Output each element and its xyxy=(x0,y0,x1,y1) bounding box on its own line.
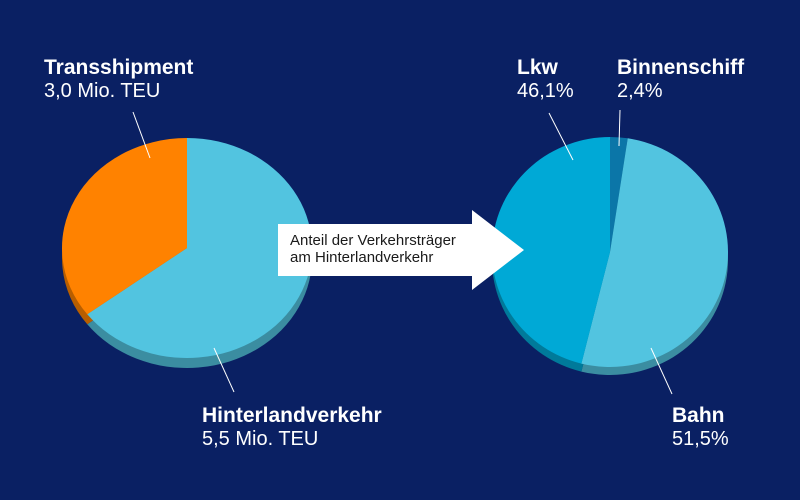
arrow-label: Anteil der Verkehrsträger am Hinterlandv… xyxy=(290,232,490,267)
pie2-slice-lkw xyxy=(492,137,610,364)
leader-bahn xyxy=(650,347,673,395)
leader-transshipment xyxy=(132,111,151,159)
leader-hinterlandverkehr xyxy=(213,347,235,393)
pie1-slice-hinterlandverkehr xyxy=(87,138,313,358)
slice-name-bahn: Bahn xyxy=(672,404,725,427)
label-hinterlandverkehr: Hinterlandverkehr 5,5 Mio. TEU xyxy=(202,404,382,451)
arrow-label-line1: Anteil der Verkehrsträger xyxy=(290,232,456,249)
label-transshipment: Transshipment 3,0 Mio. TEU xyxy=(44,56,193,103)
slice-name-hinterlandverkehr: Hinterlandverkehr xyxy=(202,404,382,427)
arrow-label-line2: am Hinterlandverkehr xyxy=(290,249,434,267)
leader-lkw xyxy=(548,112,574,161)
slice-name-lkw: Lkw xyxy=(517,56,558,79)
slice-value-bahn: 51,5% xyxy=(672,428,729,451)
pie2-slice-bahn xyxy=(581,138,729,368)
slice-value-binnenschiff: 2,4% xyxy=(617,80,663,103)
pie-chart-container-traffic xyxy=(62,138,313,368)
leader-binnenschiff xyxy=(618,109,621,147)
slice-name-transshipment: Transshipment xyxy=(44,56,194,79)
pie-chart-container-modal-split xyxy=(492,137,729,376)
leader-lines xyxy=(132,109,673,395)
pie2-slice-binnenschiff xyxy=(610,137,628,252)
arrow-shape xyxy=(278,210,524,290)
slice-value-lkw: 46,1% xyxy=(517,80,574,103)
pie1-slice-transshipment xyxy=(62,138,187,315)
slice-value-hinterlandverkehr: 5,5 Mio. TEU xyxy=(202,428,319,451)
slice-name-binnenschiff: Binnenschiff xyxy=(617,56,745,79)
label-bahn: Bahn 51,5% xyxy=(672,404,729,451)
label-binnenschiff: Binnenschiff 2,4% xyxy=(617,56,744,103)
label-lkw: Lkw 46,1% xyxy=(517,56,574,103)
slice-value-transshipment: 3,0 Mio. TEU xyxy=(44,80,161,103)
